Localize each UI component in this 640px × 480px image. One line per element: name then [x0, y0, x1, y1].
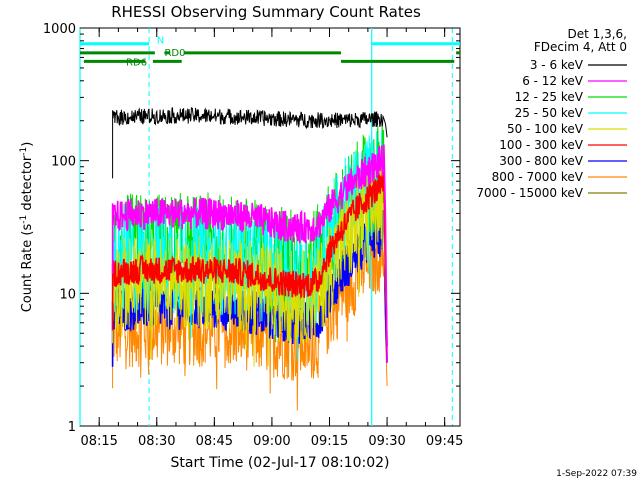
y-axis-ticks: 1 10 100 1000 [43, 22, 460, 435]
y-label-mid: detector [20, 155, 35, 215]
footer-date: 1-Sep-2022 07:39 [556, 469, 637, 479]
flag-label: RD6 [126, 57, 147, 68]
legend-label: 12 - 25 keV [515, 90, 584, 104]
legend-label: 300 - 800 keV [499, 154, 583, 168]
series-layer [111, 107, 388, 411]
legend-label: 6 - 12 keV [522, 74, 584, 88]
series-line-1 [111, 144, 388, 363]
legend-label: 100 - 300 keV [499, 138, 583, 152]
legend-header-2: FDecim 4, Att 0 [534, 40, 627, 54]
x-tick-label: 08:15 [80, 434, 117, 449]
series-line-5 [111, 171, 388, 347]
flag-label: N [157, 35, 164, 46]
legend-header-1: Det 1,3,6, [568, 27, 628, 41]
y-axis-label: Count Rate (s-1 detector-1) [19, 142, 35, 313]
flag-label: RD0 [164, 48, 185, 59]
x-tick-label: 09:30 [368, 434, 405, 449]
x-axis-label: Start Time (02-Jul-17 08:10:02) [170, 455, 389, 471]
x-axis-ticks: 08:15 08:30 08:45 09:00 09:15 09:30 09:45 [80, 28, 463, 449]
chart-title: RHESSI Observing Summary Count Rates [111, 3, 421, 21]
y-tick-label: 100 [51, 155, 76, 170]
x-tick-label: 09:15 [311, 434, 348, 449]
y-label-sup2: -1 [19, 147, 29, 156]
x-tick-label: 09:45 [426, 434, 463, 449]
series-line-7 [112, 217, 388, 411]
x-tick-label: 08:45 [196, 434, 233, 449]
legend-label: 800 - 7000 keV [492, 170, 584, 184]
legend: Det 1,3,6, FDecim 4, Att 0 3 - 6 keV 6 - … [476, 27, 627, 200]
y-label-main: Count Rate (s [20, 224, 35, 313]
y-tick-label: 1000 [43, 22, 76, 37]
legend-label: 50 - 100 keV [507, 122, 584, 136]
x-tick-label: 08:30 [138, 434, 175, 449]
y-label-end: ) [20, 142, 35, 147]
x-tick-label: 09:00 [253, 434, 290, 449]
series-line-0 [112, 107, 388, 179]
legend-label: 25 - 50 keV [515, 106, 584, 120]
y-label-sup1: -1 [19, 215, 29, 224]
y-tick-label: 1 [68, 420, 76, 435]
y-tick-label: 10 [59, 287, 76, 302]
legend-label: 3 - 6 keV [530, 58, 584, 72]
legend-label: 7000 - 15000 keV [476, 186, 583, 200]
